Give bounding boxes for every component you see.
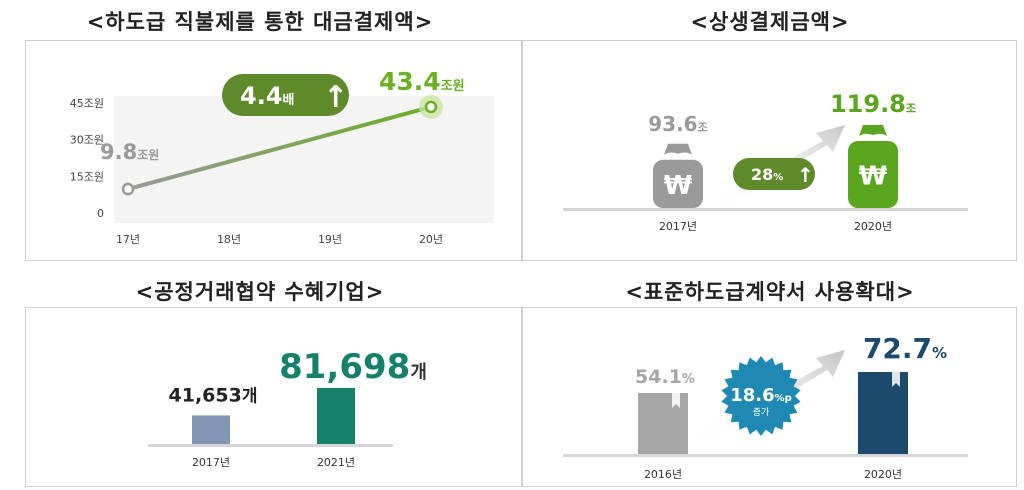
category-label: 2017년 xyxy=(192,456,230,469)
value-label: 41,653개 xyxy=(169,384,258,406)
bookmark-icon xyxy=(892,372,900,387)
title-standard-contract: <표준하도급계약서 사용확대> xyxy=(625,280,915,304)
category-label: 2020년 xyxy=(854,220,892,233)
bar-chart-standard-contract: 54.1% 2016년 72.7% 2020년 18.6%p증가 xyxy=(563,332,968,481)
panel-fair-trade-agreement: 41,653개 2017년 81,698개 2021년 xyxy=(25,307,522,487)
line-chart-direct-payment: 0 15조원 30조원 45조원 17년 18년 19년 20년 9.8조원 43.4조원 4.4배… xyxy=(70,67,494,246)
y-tick-label: 0 xyxy=(97,207,104,220)
value-label: 54.1% xyxy=(635,366,695,388)
panel-win-win-payment: ₩93.6조 2017년 ₩119.8조 2020년 28% ↑ xyxy=(522,40,1017,261)
end-point xyxy=(424,100,438,114)
start-value-label: 9.8조원 xyxy=(100,140,159,164)
title-win-win-payment: <상생결제금액> xyxy=(690,10,850,34)
y-tick-label: 30조원 xyxy=(70,134,104,147)
bookmark-icon xyxy=(672,392,680,408)
document-bar xyxy=(858,372,908,454)
growth-badge xyxy=(733,158,815,190)
bar-chart-fair-trade-agreement: 41,653개 2017년 81,698개 2021년 xyxy=(148,347,427,469)
value-label: 119.8조 xyxy=(830,90,916,118)
x-tick-label: 20년 xyxy=(419,233,443,246)
y-tick-label: 45조원 xyxy=(70,97,104,110)
growth-badge xyxy=(222,74,349,116)
money-bag xyxy=(848,141,898,208)
money-bag-neck xyxy=(664,143,692,155)
start-point xyxy=(121,182,135,196)
x-tick-label: 17년 xyxy=(116,233,140,246)
panel-standard-contract: 54.1% 2016년 72.7% 2020년 18.6%p 증가 xyxy=(522,307,1017,487)
won-icon: ₩ xyxy=(664,171,693,201)
document-bar xyxy=(638,392,688,454)
title-fair-trade-agreement: <공정거래협약 수혜기업> xyxy=(135,280,385,304)
y-tick-label: 15조원 xyxy=(70,170,104,183)
won-icon: ₩ xyxy=(859,162,888,192)
increase-badge-label: 18.6%p xyxy=(730,385,792,406)
growth-badge-label: 28% xyxy=(751,165,783,184)
value-label: 93.6조 xyxy=(648,112,707,136)
x-tick-label: 19년 xyxy=(318,233,342,246)
category-label: 2020년 xyxy=(864,468,902,481)
end-value-label: 43.4조원 xyxy=(379,67,465,96)
increase-badge xyxy=(721,356,801,436)
x-tick-label: 18년 xyxy=(217,233,241,246)
up-arrow-icon: ↑ xyxy=(323,80,348,115)
title-direct-payment: <하도급 직불제를 통한 대금결제액> xyxy=(86,10,434,34)
money-bag-tie xyxy=(864,135,882,141)
bar xyxy=(317,388,355,444)
money-bag xyxy=(653,159,703,208)
baseline xyxy=(563,208,968,211)
increase-badge-sub: 증가 xyxy=(753,407,770,418)
money-bag-neck xyxy=(859,125,887,136)
panel-direct-payment: 0 15조원 30조원 45조원 17년 18년 19년 20년 9.8조원 43.4조원 4.4배… xyxy=(25,40,522,261)
money-bag-tie xyxy=(669,153,687,160)
category-label: 2021년 xyxy=(317,456,355,469)
baseline xyxy=(563,454,968,457)
category-label: 2016년 xyxy=(644,468,682,481)
value-label: 81,698개 xyxy=(279,347,427,387)
growth-badge-label: 4.4배 xyxy=(240,82,294,110)
bar xyxy=(192,415,230,444)
bar-chart-win-win-payment: ₩93.6조 2017년 ₩119.8조 2020년 28% ↑ xyxy=(563,90,968,233)
up-arrow-icon: ↑ xyxy=(797,163,814,187)
series-line xyxy=(126,104,433,192)
category-label: 2017년 xyxy=(659,220,697,233)
value-label: 72.7% xyxy=(863,332,947,365)
baseline xyxy=(148,444,393,447)
